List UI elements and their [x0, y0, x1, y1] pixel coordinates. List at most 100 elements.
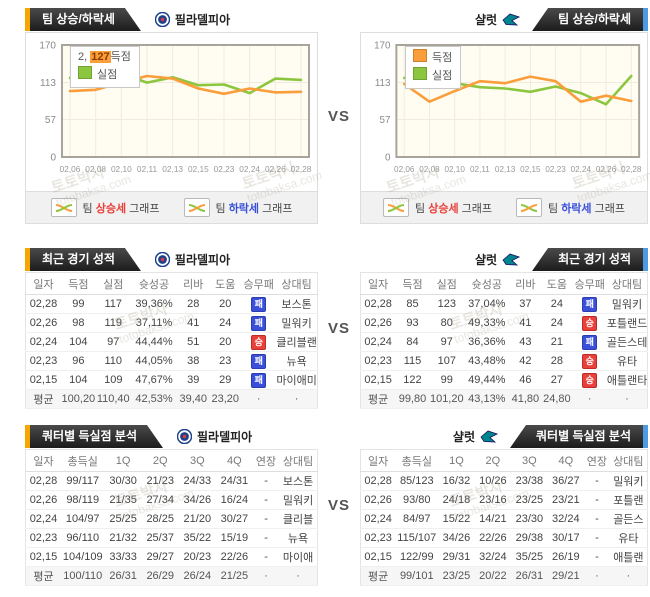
- table-cell: 보스톤: [276, 294, 318, 314]
- team-rise-graph-button[interactable]: 팀 상승세 그래프: [383, 198, 492, 217]
- tab-recent-right[interactable]: 최근 경기 성적: [532, 248, 643, 271]
- table-cell: 16/32: [438, 471, 475, 491]
- concede-swatch-icon: [413, 67, 427, 80]
- column-header: 실점: [429, 272, 464, 295]
- team-fall-graph-button[interactable]: 팀 하락세 그래프: [516, 198, 625, 217]
- table-cell: 패: [572, 332, 607, 352]
- orange-accent-bar: [25, 425, 30, 448]
- column-header: 도움: [541, 272, 573, 295]
- tab-quarter-right[interactable]: 쿼터별 득실점 분석: [510, 425, 643, 448]
- table-cell: 104/109: [60, 547, 105, 567]
- table-cell: 36,36%: [463, 332, 510, 352]
- table-cell: 02,23: [360, 528, 396, 548]
- table-cell: ·: [584, 566, 610, 586]
- trend-chart-right[interactable]: 170 113 57 0 02,06 02,08 02,10 02,11 02,13 02,15 0…: [360, 32, 650, 224]
- column-header: 총득실: [60, 449, 105, 472]
- table-cell: 37: [509, 294, 542, 314]
- table-cell: 승: [572, 351, 607, 371]
- trend-chart-plot-right[interactable]: 170 113 57 0 02,06 02,08 02,10 02,11 02,13 02,15 0…: [361, 33, 647, 191]
- column-header: 상대팀: [279, 449, 318, 472]
- table-cell: 패: [241, 313, 277, 333]
- fall-graph-icon: [516, 198, 542, 217]
- table-cell: ·: [572, 389, 607, 409]
- table-cell: 21: [541, 332, 573, 352]
- tab-team-trend-right[interactable]: 팀 상승/하락세: [532, 8, 643, 31]
- table-cell: 110: [95, 351, 131, 371]
- recent-table-right-wrap: 일자 득점 실점 슛성공 리바 도움 승무패 상대팀 02,28 85 123 37,04% 37 24 패…: [360, 272, 648, 409]
- fall-graph-icon: [183, 198, 210, 217]
- table-cell: 115: [395, 351, 430, 371]
- table-cell: 43: [509, 332, 542, 352]
- table-cell: 34/26: [178, 490, 216, 510]
- table-cell: 99/101: [395, 566, 439, 586]
- table-row: 02,26 98 119 37,11% 41 24 패 밀워키: [25, 313, 318, 333]
- column-header: 상대팀: [276, 272, 318, 295]
- svg-text:02,15: 02,15: [188, 164, 209, 174]
- table-cell: 43,13%: [463, 389, 510, 409]
- blue-accent-bar: [643, 8, 648, 31]
- table-cell: 84/97: [395, 509, 439, 529]
- table-cell: 02,15: [360, 547, 396, 567]
- column-header: 일자: [25, 449, 61, 472]
- table-cell: 27/34: [141, 490, 179, 510]
- column-header: 상대팀: [609, 449, 648, 472]
- column-header: 득점: [395, 272, 430, 295]
- table-cell: 32/24: [547, 509, 585, 529]
- trend-header-right: 샬럿 팀 상승/하락세: [360, 8, 648, 31]
- win-badge: 승: [582, 315, 598, 331]
- table-cell: 93/80: [395, 490, 439, 510]
- table-cell: 유타: [606, 351, 648, 371]
- table-cell: 20: [209, 294, 242, 314]
- table-cell: 패: [572, 294, 607, 314]
- table-cell: 123: [429, 294, 464, 314]
- blue-accent-bar: [643, 425, 648, 448]
- recent-panel-right: 샬럿 최근 경기 성적 일자 득점 실점 슛성공 리바 도움 승무패 상대팀 02,28 85 12…: [360, 248, 648, 409]
- svg-text:02,26: 02,26: [265, 164, 286, 174]
- table-cell: 패: [241, 294, 277, 314]
- table-cell: 96/110: [60, 528, 105, 548]
- table-header-row: 일자 득점 실점 슛성공 리바 도움 승무패 상대팀: [25, 272, 318, 295]
- win-badge: 승: [582, 353, 598, 369]
- svg-text:02,08: 02,08: [419, 165, 440, 174]
- legend-row-concede: 실점: [413, 67, 452, 85]
- table-row: 02,23 96 110 44,05% 38 23 패 뉴욕: [25, 351, 318, 371]
- loss-badge: 패: [582, 296, 598, 312]
- table-cell: 15/22: [438, 509, 475, 529]
- table-cell: 21/32: [104, 528, 142, 548]
- table-cell: 15/19: [215, 528, 253, 548]
- trend-chart-left[interactable]: 170 113 57 0 02,06 02,08 02,10 02,11 02,13 02,15 0…: [25, 32, 324, 224]
- table-cell: 02,15: [25, 370, 61, 390]
- table-cell: -: [252, 490, 280, 510]
- quarter-panel-left: 쿼터별 득실점 분석 필라델피아 일자 총득실 1Q 2Q 3Q 4Q 연장 상대팀 02,28…: [25, 425, 318, 586]
- team-name: 필라델피아: [174, 13, 231, 27]
- table-cell: 02,26: [25, 313, 61, 333]
- team-rise-graph-button[interactable]: 팀 상승세 그래프: [50, 198, 160, 217]
- quarter-panel-right: 샬럿 쿼터별 득실점 분석 일자 총득실 1Q 2Q 3Q 4Q 연장 상대팀 02,28 85/…: [360, 425, 648, 586]
- table-cell: 29/38: [511, 528, 548, 548]
- tab-recent-left[interactable]: 최근 경기 성적: [30, 248, 141, 271]
- tab-team-trend-left[interactable]: 팀 상승/하락세: [30, 8, 141, 31]
- table-cell: 107: [429, 351, 464, 371]
- table-cell: ·: [279, 566, 318, 586]
- table-row: 평균 100,20 110,40 42,53% 39,40 23,20 · ·: [25, 389, 318, 409]
- table-cell: 26/19: [547, 547, 585, 567]
- loss-badge: 패: [251, 296, 267, 312]
- table-cell: 32/24: [474, 547, 512, 567]
- team-fall-graph-button[interactable]: 팀 하락세 그래프: [183, 198, 292, 217]
- table-cell: 02,23: [25, 351, 61, 371]
- table-cell: 24: [541, 294, 573, 314]
- table-cell: 포틀랜: [609, 490, 648, 510]
- svg-text:0: 0: [385, 152, 391, 163]
- column-header: 2Q: [141, 449, 179, 472]
- table-cell: 29/21: [547, 566, 585, 586]
- table-cell: 122: [395, 370, 430, 390]
- team-name: 샬럿: [474, 253, 498, 267]
- tab-quarter-left[interactable]: 쿼터별 득실점 분석: [30, 425, 163, 448]
- table-cell: 23,20: [209, 389, 242, 409]
- recent-header-right: 샬럿 최근 경기 성적: [360, 248, 648, 271]
- table-row: 02,24 104 97 44,44% 51 20 승 클리블랜: [25, 332, 318, 352]
- table-cell: 20: [209, 332, 242, 352]
- table-cell: 02,26: [360, 313, 396, 333]
- table-cell: 100/110: [60, 566, 105, 586]
- charlotte-hornets-logo: [502, 253, 521, 266]
